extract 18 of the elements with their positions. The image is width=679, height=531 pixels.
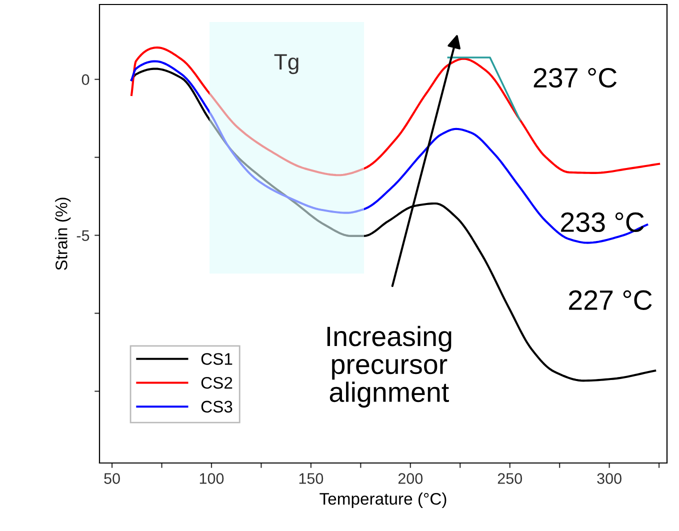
x-axis-title: Temperature (°C)	[320, 492, 446, 508]
annotation: 237 °C	[534, 68, 617, 88]
y-tick-label: 0	[82, 74, 90, 86]
x-tick-label: 50	[104, 473, 120, 484]
x-tick-label: 150	[299, 473, 324, 484]
x-tick-label: 100	[200, 473, 224, 484]
x-tick-label: 250	[498, 473, 522, 484]
annotation: Increasing precursor alignment	[327, 326, 452, 408]
annotation: 227 °C	[569, 290, 652, 310]
annotation: 233 °C	[561, 212, 644, 232]
x-tick-label: 200	[398, 473, 423, 484]
legend-label: CS3	[201, 400, 232, 413]
y-axis-title: Strain (%)	[55, 198, 71, 270]
legend-label: CS2	[201, 376, 232, 389]
band-label: Tg	[274, 54, 298, 74]
legend-label: CS1	[201, 353, 232, 365]
y-tick-label: -5	[76, 230, 90, 241]
x-tick-label: 300	[597, 473, 622, 484]
